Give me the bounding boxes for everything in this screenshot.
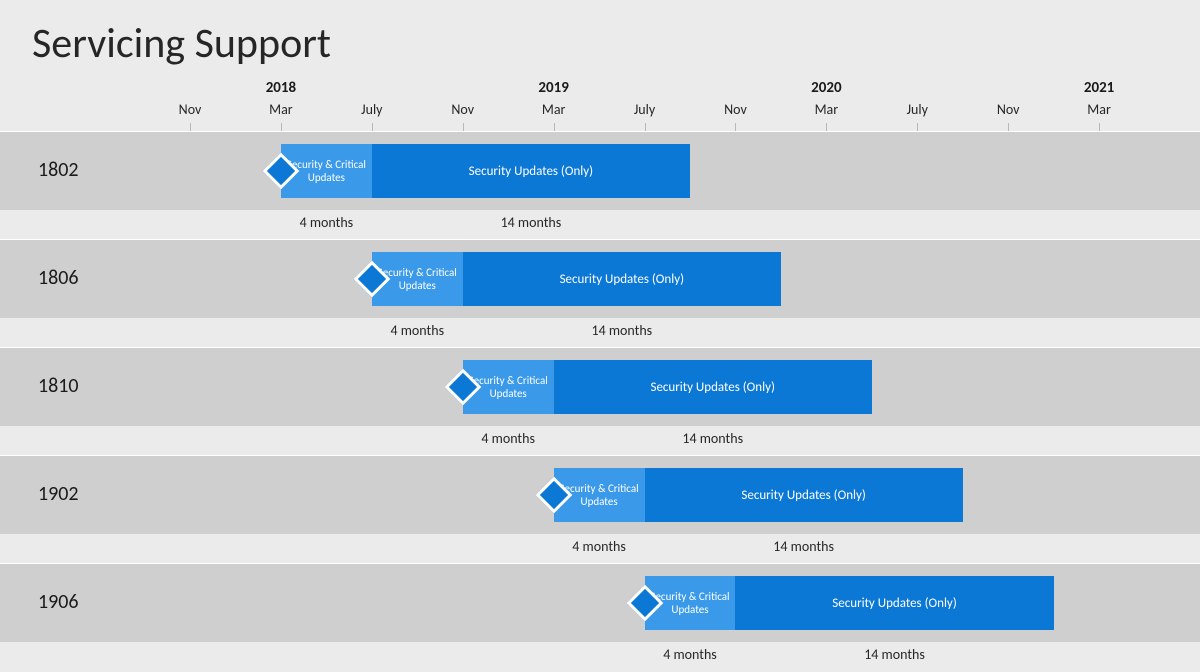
phase2-duration-label: 14 months <box>864 646 925 663</box>
version-label: 1902 <box>38 482 79 506</box>
timeline-row: 1810 Security & Critical UpdatesSecurity … <box>0 347 1200 455</box>
bar-security-only: Security Updates (Only) <box>463 252 781 306</box>
bar-security-only: Security Updates (Only) <box>554 360 872 414</box>
axis-month-label: July <box>361 101 382 118</box>
phase1-duration-label: 4 months <box>663 646 717 663</box>
axis-month-label: Nov <box>451 101 474 118</box>
version-label: 1802 <box>38 158 79 182</box>
axis-month-label: July <box>634 101 655 118</box>
version-label: 1906 <box>38 590 79 614</box>
axis-month-label: Mar <box>1087 101 1111 118</box>
phase2-duration-label: 14 months <box>773 538 834 555</box>
timeline-row: 1902 Security & Critical UpdatesSecurity … <box>0 455 1200 563</box>
version-label: 1810 <box>38 374 79 398</box>
axis-month-label: Nov <box>997 101 1020 118</box>
page-title: Servicing Support <box>0 0 1200 79</box>
axis-month-label: Mar <box>542 101 566 118</box>
timeline-row: 1806 Security & Critical UpdatesSecurity … <box>0 239 1200 347</box>
phase2-duration-label: 14 months <box>682 430 743 447</box>
bar-area: Security & Critical UpdatesSecurity Upda… <box>130 252 1190 348</box>
bar-area: Security & Critical UpdatesSecurity Upda… <box>130 144 1190 240</box>
bar-area: Security & Critical UpdatesSecurity Upda… <box>130 360 1190 456</box>
phase1-duration-label: 4 months <box>300 214 354 231</box>
bar-area: Security & Critical UpdatesSecurity Upda… <box>130 468 1190 564</box>
bar-area: Security & Critical UpdatesSecurity Upda… <box>130 576 1190 672</box>
bar-security-only: Security Updates (Only) <box>645 468 963 522</box>
phase1-duration-label: 4 months <box>390 322 444 339</box>
bar-security-only: Security Updates (Only) <box>735 576 1053 630</box>
axis-year-label: 2019 <box>538 79 568 97</box>
version-label: 1806 <box>38 266 79 290</box>
axis-year-label: 2018 <box>266 79 296 97</box>
axis-month-label: Mar <box>269 101 293 118</box>
phase1-duration-label: 4 months <box>481 430 535 447</box>
axis-month-label: Nov <box>724 101 747 118</box>
timeline-rows: 1802 Security & Critical UpdatesSecurity … <box>0 131 1200 671</box>
phase1-duration-label: 4 months <box>572 538 626 555</box>
phase2-duration-label: 14 months <box>501 214 562 231</box>
timeline-axis: 2018 2019 2020 2021 Nov Mar July Nov Mar July Nov M… <box>130 79 1190 131</box>
timeline-row: 1802 Security & Critical UpdatesSecurity … <box>0 131 1200 239</box>
timeline-row: 1906 Security & Critical UpdatesSecurity … <box>0 563 1200 671</box>
timeline-chart: 2018 2019 2020 2021 Nov Mar July Nov Mar July Nov M… <box>0 79 1200 671</box>
axis-month-label: Mar <box>815 101 839 118</box>
axis-month-label: Nov <box>179 101 202 118</box>
axis-month-label: July <box>907 101 928 118</box>
phase2-duration-label: 14 months <box>591 322 652 339</box>
axis-year-label: 2021 <box>1084 79 1114 97</box>
axis-year-label: 2020 <box>811 79 841 97</box>
bar-security-only: Security Updates (Only) <box>372 144 690 198</box>
